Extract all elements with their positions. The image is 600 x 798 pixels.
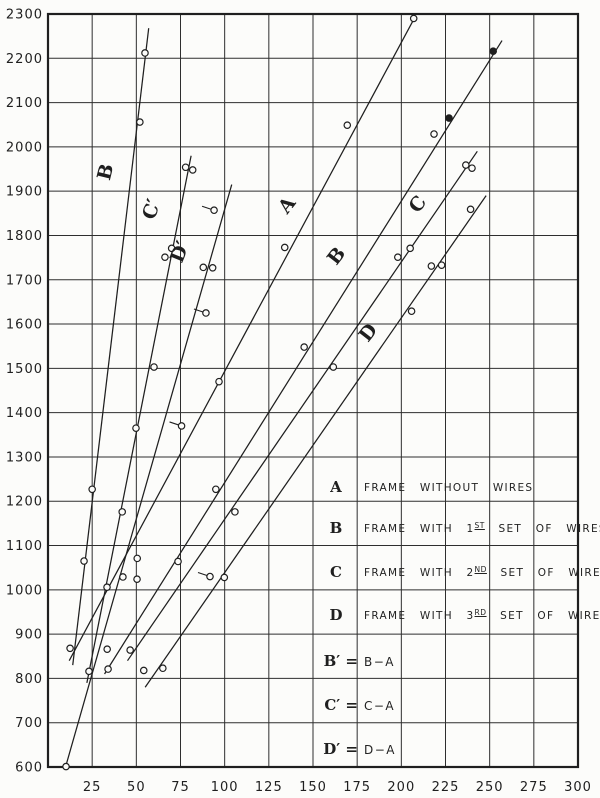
data-point-D-prime [133, 575, 141, 583]
y-tick-label: 600 [15, 761, 43, 776]
data-point-B [445, 114, 453, 122]
data-point-C-prime [161, 253, 169, 261]
data-point-C [462, 161, 470, 169]
data-point-D [437, 261, 446, 269]
series-line-D [144, 195, 487, 688]
data-point-C [231, 508, 239, 516]
x-tick-label: 150 [299, 780, 327, 795]
x-tick-label: 50 [127, 780, 146, 795]
y-tick-label: 1600 [6, 318, 43, 333]
data-point-D [407, 307, 416, 316]
x-tick-label: 175 [343, 780, 371, 795]
data-point-C [406, 244, 414, 253]
data-point-B-prime [88, 485, 96, 494]
data-point-C [393, 253, 402, 261]
series-line-D-prime [65, 184, 233, 767]
data-point-C [126, 646, 134, 654]
data-point-D-prime [208, 264, 217, 272]
x-tick-label: 275 [520, 780, 548, 795]
y-tick-label: 900 [15, 628, 43, 643]
y-tick-label: 1500 [6, 362, 43, 377]
data-point-C [468, 164, 476, 172]
data-point-D-prime [202, 309, 210, 317]
x-tick-label: 225 [432, 780, 460, 795]
x-tick-label: 200 [387, 780, 415, 795]
y-tick-label: 1900 [6, 185, 43, 200]
data-point-B [212, 485, 220, 494]
series-label-C-prime: C′ [138, 196, 165, 222]
data-point-tail [201, 205, 212, 210]
data-point-B-prime [141, 49, 149, 57]
data-point-D [159, 664, 167, 673]
series-line-C [126, 150, 478, 662]
y-tick-label: 2200 [6, 52, 43, 67]
x-tick-label: 25 [83, 780, 102, 795]
x-tick-label: 125 [255, 780, 283, 795]
data-point-D [427, 262, 436, 270]
data-point-tail [197, 572, 208, 577]
plot-border [46, 12, 580, 769]
y-tick-label: 2000 [6, 140, 43, 155]
y-tick-label: 1200 [6, 495, 43, 510]
data-point-B [300, 343, 308, 351]
series-line-C-prime [86, 155, 192, 683]
y-tick-label: 700 [15, 716, 43, 731]
data-point-A [215, 377, 223, 386]
x-tick-label: 300 [564, 780, 592, 795]
data-point-tail [169, 421, 179, 426]
x-tick-label: 250 [476, 780, 504, 795]
data-point-C-prime [103, 583, 111, 591]
y-tick-label: 1800 [6, 229, 43, 244]
series-label-B-prime: B [93, 162, 118, 183]
data-point-C-prime [188, 166, 197, 174]
data-point-D-prime [62, 762, 70, 771]
data-point-D-prime [177, 422, 186, 430]
series-line-B [104, 40, 503, 675]
y-tick-label: 1300 [6, 450, 43, 465]
data-point-D-prime [119, 573, 127, 581]
data-point-B [489, 47, 498, 56]
y-tick-label: 800 [15, 672, 43, 687]
data-point-D [206, 572, 214, 581]
data-point-A [66, 644, 74, 653]
series-label-C: C [404, 192, 431, 217]
data-point-D-prime [199, 263, 208, 272]
data-point-D-prime [103, 645, 111, 653]
data-point-D [466, 205, 475, 214]
y-tick-label: 1000 [6, 583, 43, 598]
data-point-C-prime [167, 244, 176, 253]
data-point-A [343, 121, 352, 129]
series-label-B: B [323, 243, 350, 269]
y-tick-label: 2300 [6, 8, 43, 23]
data-point-A [409, 14, 418, 23]
data-point-B [174, 557, 182, 566]
data-point-D-prime [210, 206, 218, 215]
data-point-C-prime [118, 508, 127, 516]
data-point-B [104, 665, 112, 673]
y-tick-label: 1400 [6, 406, 43, 421]
y-tick-label: 1700 [6, 273, 43, 288]
data-point-A [280, 243, 289, 252]
data-point-D-prime [133, 554, 142, 563]
data-point-D [139, 666, 148, 675]
series-label-A: A [273, 192, 300, 218]
data-point-B-prime [136, 118, 144, 126]
x-tick-label: 75 [171, 780, 190, 795]
data-point-C-prime [85, 667, 93, 676]
x-tick-label: 100 [211, 780, 239, 795]
data-point-C-prime [150, 363, 158, 371]
data-point-D [220, 573, 229, 582]
data-point-B [430, 130, 438, 138]
data-point-C [329, 363, 338, 371]
data-point-B-prime [80, 557, 88, 565]
data-point-C-prime [181, 163, 190, 172]
data-point-C-prime [132, 424, 140, 432]
y-tick-label: 2100 [6, 96, 43, 111]
data-point-tail [193, 308, 204, 313]
y-tick-label: 1100 [6, 539, 43, 554]
